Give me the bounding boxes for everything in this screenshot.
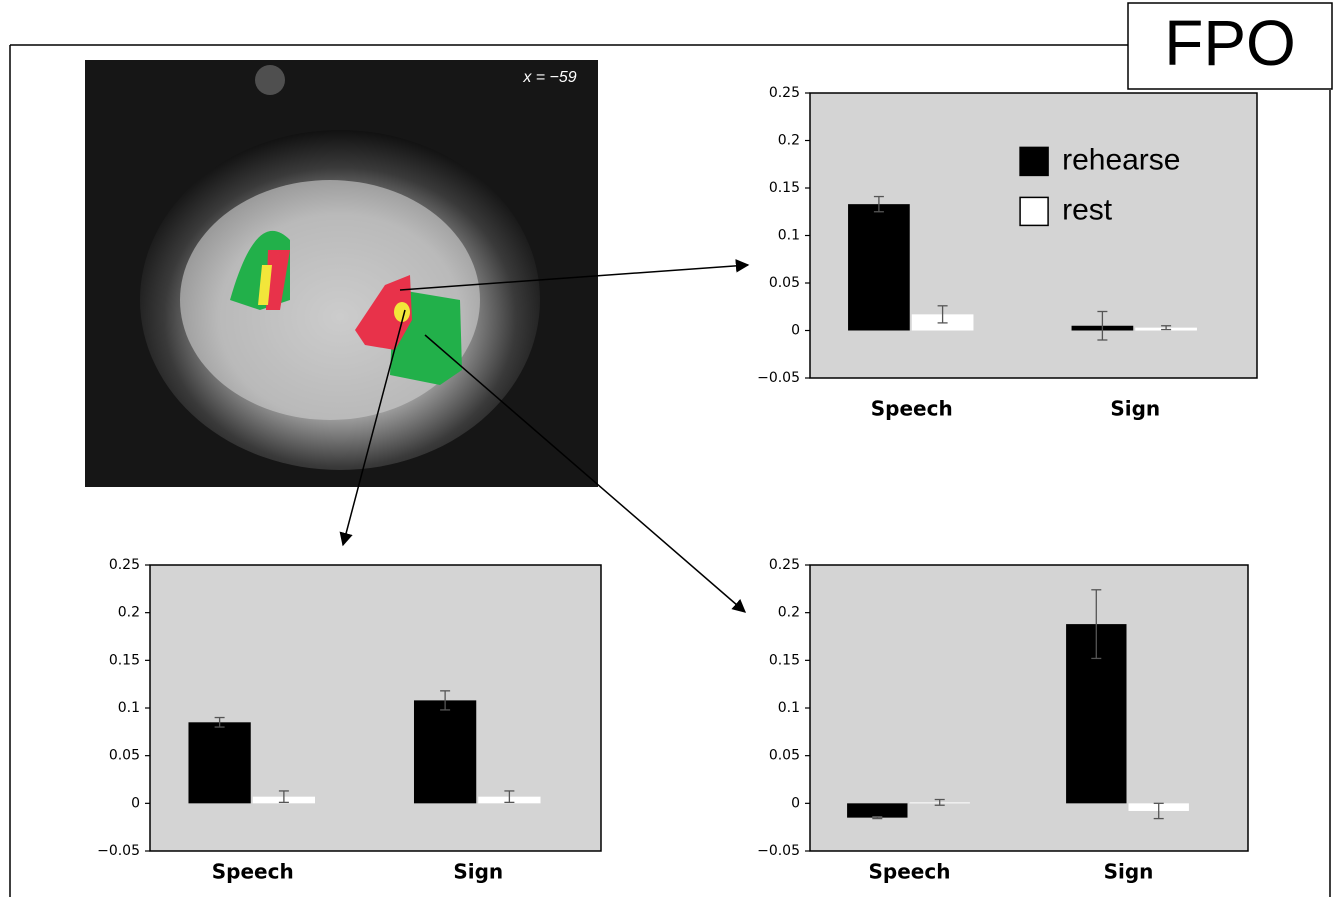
y-tick-label: 0.05: [109, 748, 140, 764]
x-tick-label: Sign: [1110, 397, 1160, 421]
y-tick-label: −0.05: [97, 843, 140, 859]
legend-swatch: [1019, 146, 1049, 177]
frame: [9, 44, 1331, 897]
x-tick-label: Speech: [869, 860, 951, 884]
bar: [188, 722, 251, 804]
y-tick-label: 0.2: [778, 605, 800, 621]
legend-label: rehearse: [1062, 143, 1180, 176]
error-bar: [1097, 310, 1108, 341]
arrows: [339, 259, 750, 613]
error-bar: [872, 816, 883, 820]
error-bar: [504, 790, 515, 804]
bar: [413, 700, 477, 804]
brain-image: x = −59: [85, 60, 598, 487]
y-tick-label: −0.05: [757, 370, 800, 386]
bar: [847, 803, 908, 818]
y-tick-label: 0.05: [769, 275, 800, 291]
plot-area: [149, 564, 602, 852]
y-tick-label: 0.1: [778, 700, 800, 716]
error-bar: [873, 195, 884, 213]
y-tick-label: 0.15: [769, 652, 800, 668]
x-tick-label: Sign: [453, 860, 503, 884]
error-bar: [1091, 589, 1102, 660]
y-tick-label: 0.25: [109, 557, 140, 573]
y-tick-label: 0.25: [769, 85, 800, 101]
fpo-box: [1127, 2, 1333, 90]
y-tick-label: 0.15: [109, 652, 140, 668]
x-tick-label: Sign: [1104, 860, 1154, 884]
y-tick-label: −0.05: [757, 843, 800, 859]
y-tick-label: 0.2: [118, 605, 140, 621]
error-bar: [1153, 802, 1164, 820]
x-tick-label: Speech: [212, 860, 294, 884]
error-bar: [937, 305, 948, 324]
legend-label: rest: [1062, 193, 1113, 226]
x-tick-label: Speech: [871, 397, 953, 421]
y-tick-label: 0.05: [769, 748, 800, 764]
image-label: x = −59: [522, 69, 576, 86]
error-bar: [440, 690, 451, 711]
y-tick-label: 0.2: [778, 133, 800, 149]
y-tick-label: 0.15: [769, 180, 800, 196]
y-tick-label: 0.25: [769, 557, 800, 573]
fpo-label: FPO: [1164, 7, 1296, 79]
y-tick-label: 0.1: [778, 228, 800, 244]
error-bar: [934, 798, 945, 806]
error-bar: [214, 716, 225, 728]
error-bar: [278, 790, 289, 804]
legend-swatch: [1019, 196, 1049, 227]
error-bar: [1161, 325, 1172, 331]
y-tick-label: 0: [131, 795, 140, 811]
y-tick-label: 0: [791, 795, 800, 811]
y-tick-label: 0: [791, 323, 800, 339]
y-tick-label: 0.1: [118, 700, 140, 716]
bar: [848, 204, 910, 331]
